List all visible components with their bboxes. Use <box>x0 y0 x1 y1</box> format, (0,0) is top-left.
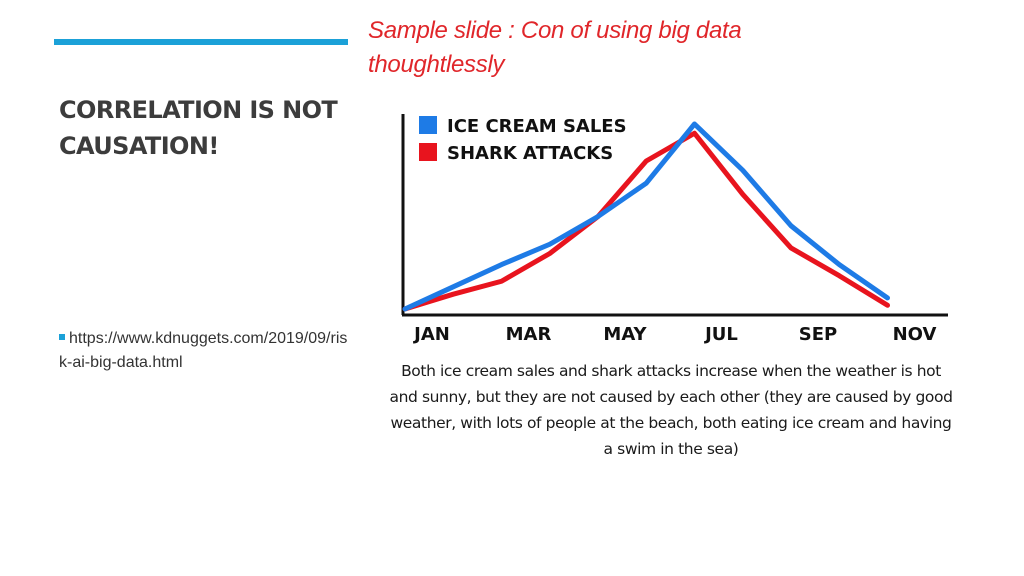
chart-svg: JAN MAR MAY JUL SEP NOV ICE CREAM SALES SHARK A… <box>401 114 948 345</box>
slide-title: CORRELATION IS NOT CAUSATION! <box>59 96 338 160</box>
legend-label-shark-attacks: SHARK ATTACKS <box>447 143 613 164</box>
chart-caption: Both ice cream sales and shark attacks i… <box>389 362 953 458</box>
x-tick-label-jan: JAN <box>412 324 450 345</box>
source-link[interactable]: https://www.kdnuggets.com/2019/09/risk-a… <box>59 330 348 371</box>
x-tick-label-mar: MAR <box>506 324 552 345</box>
x-tick-label-may: MAY <box>603 324 647 345</box>
slide-subtitle: Sample slide : Con of using big data tho… <box>368 17 742 78</box>
legend-label-ice-cream-sales: ICE CREAM SALES <box>447 116 627 137</box>
legend-swatch-shark-attacks <box>419 143 437 161</box>
legend-swatch-ice-cream-sales <box>419 116 437 134</box>
source-bullet: https://www.kdnuggets.com/2019/09/risk-a… <box>59 327 349 375</box>
x-tick-label-nov: NOV <box>893 324 937 345</box>
accent-bar <box>54 39 348 45</box>
correlation-chart: JAN MAR MAY JUL SEP NOV ICE CREAM SALES SHARK A… <box>385 100 960 350</box>
series-line-shark-attacks <box>402 130 890 312</box>
x-tick-label-sep: SEP <box>799 324 837 345</box>
series-line-ice-cream-sales <box>402 121 890 312</box>
bullet-marker <box>59 334 65 340</box>
x-tick-label-jul: JUL <box>703 324 738 345</box>
